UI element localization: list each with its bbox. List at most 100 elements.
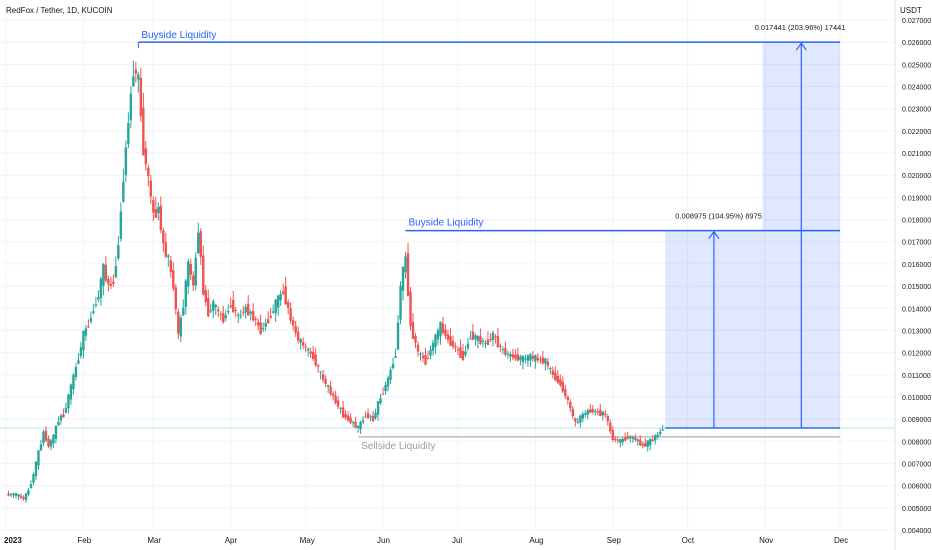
candle-body bbox=[439, 321, 442, 337]
candle-body bbox=[421, 355, 425, 359]
y-tick-label: 0.004000 bbox=[902, 528, 931, 535]
candle-body bbox=[586, 410, 590, 415]
candle-body bbox=[207, 298, 210, 317]
candle-body bbox=[99, 278, 103, 299]
candle-body bbox=[494, 336, 497, 338]
candle-body bbox=[499, 345, 502, 347]
candle-body bbox=[479, 336, 482, 344]
candle-body bbox=[67, 394, 70, 409]
candle-body bbox=[536, 357, 540, 360]
candle-body bbox=[64, 407, 68, 413]
candle-body bbox=[391, 363, 395, 369]
measure-arrow-head bbox=[795, 42, 807, 51]
candle-body bbox=[589, 409, 592, 413]
y-axis: 0.004000 0.005000 0.006000 0.007000 0.008000… bbox=[894, 0, 931, 550]
candle-body bbox=[576, 421, 580, 423]
y-tick-label: 0.011000 bbox=[902, 373, 931, 380]
candle-body bbox=[169, 260, 173, 272]
candle-body bbox=[426, 358, 430, 360]
candle-body bbox=[202, 255, 205, 295]
y-tick-label: 0.024000 bbox=[902, 85, 931, 92]
candle-body bbox=[127, 123, 130, 145]
candle-body bbox=[631, 437, 634, 439]
candle-body bbox=[261, 328, 265, 330]
candle-body bbox=[614, 438, 617, 441]
candle-body bbox=[661, 429, 664, 431]
candle-body bbox=[451, 340, 455, 347]
candle-body bbox=[242, 312, 245, 314]
x-tick-label: 2023 bbox=[4, 536, 22, 545]
candle-body bbox=[594, 411, 597, 413]
candle-body bbox=[44, 430, 48, 441]
candle-body bbox=[639, 439, 642, 446]
candle-body bbox=[496, 335, 500, 348]
candle-body bbox=[132, 76, 135, 87]
candle-body bbox=[551, 370, 555, 375]
measure-boxes[interactable] bbox=[665, 42, 840, 429]
candle-body bbox=[69, 384, 73, 400]
liquidity-levels[interactable] bbox=[0, 41, 895, 438]
candle-body bbox=[182, 307, 185, 316]
candle-body bbox=[624, 437, 627, 441]
candle-body bbox=[22, 497, 25, 500]
candle-body bbox=[157, 207, 160, 214]
candle-body bbox=[281, 291, 285, 294]
candle-body bbox=[396, 322, 400, 350]
symbol-title: RedFox / Tether, 1D, KUCOIN bbox=[6, 6, 113, 15]
candle-body bbox=[42, 431, 45, 444]
candle-body bbox=[57, 421, 60, 426]
candle-body bbox=[24, 493, 28, 501]
x-tick-label: Sep bbox=[607, 536, 622, 545]
candle-body bbox=[294, 325, 297, 333]
candle-body bbox=[654, 435, 657, 441]
candle-body bbox=[601, 411, 604, 416]
candle-body bbox=[306, 348, 310, 351]
candle-body bbox=[84, 328, 88, 336]
candle-body bbox=[249, 311, 252, 314]
candlesticks bbox=[7, 60, 664, 503]
candle-body bbox=[217, 309, 220, 312]
candle-body bbox=[276, 295, 280, 308]
candle-body bbox=[286, 302, 290, 308]
candle-body bbox=[266, 319, 270, 324]
candle-body bbox=[329, 386, 332, 395]
candle-body bbox=[646, 440, 649, 447]
candle-body bbox=[471, 331, 475, 340]
candle-body bbox=[14, 493, 18, 496]
candle-body bbox=[481, 341, 485, 343]
y-tick-label: 0.014000 bbox=[902, 306, 931, 313]
candle-body bbox=[544, 358, 547, 364]
y-tick-label: 0.026000 bbox=[902, 40, 931, 47]
candle-body bbox=[446, 334, 450, 340]
candle-body bbox=[504, 348, 507, 355]
candle-body bbox=[12, 493, 15, 496]
candle-body bbox=[167, 255, 170, 258]
candle-body bbox=[79, 347, 83, 356]
buyside-liquidity-mid-label: Buyside Liquidity bbox=[409, 218, 484, 229]
y-tick-label: 0.012000 bbox=[902, 351, 931, 358]
candle-body bbox=[301, 341, 305, 346]
candle-body bbox=[659, 431, 662, 435]
candle-body bbox=[431, 342, 435, 351]
candle-body bbox=[511, 354, 515, 358]
candle-body bbox=[74, 367, 78, 378]
candle-body bbox=[394, 356, 397, 358]
candle-body bbox=[232, 299, 235, 313]
candle-body bbox=[39, 444, 43, 451]
candle-body bbox=[384, 385, 387, 392]
candle-body bbox=[559, 379, 562, 386]
candle-body bbox=[516, 354, 520, 361]
candle-body bbox=[224, 315, 227, 319]
candle-body bbox=[252, 311, 255, 321]
measure-arrow-head bbox=[708, 230, 720, 240]
candle-body bbox=[174, 287, 177, 310]
candle-body bbox=[87, 326, 90, 328]
candle-body bbox=[344, 414, 347, 418]
candle-body bbox=[381, 393, 385, 395]
candle-body bbox=[444, 329, 447, 336]
candle-body bbox=[509, 354, 512, 357]
candle-body bbox=[264, 323, 267, 327]
candle-body bbox=[369, 416, 372, 418]
y-tick-label: 0.025000 bbox=[902, 62, 931, 69]
